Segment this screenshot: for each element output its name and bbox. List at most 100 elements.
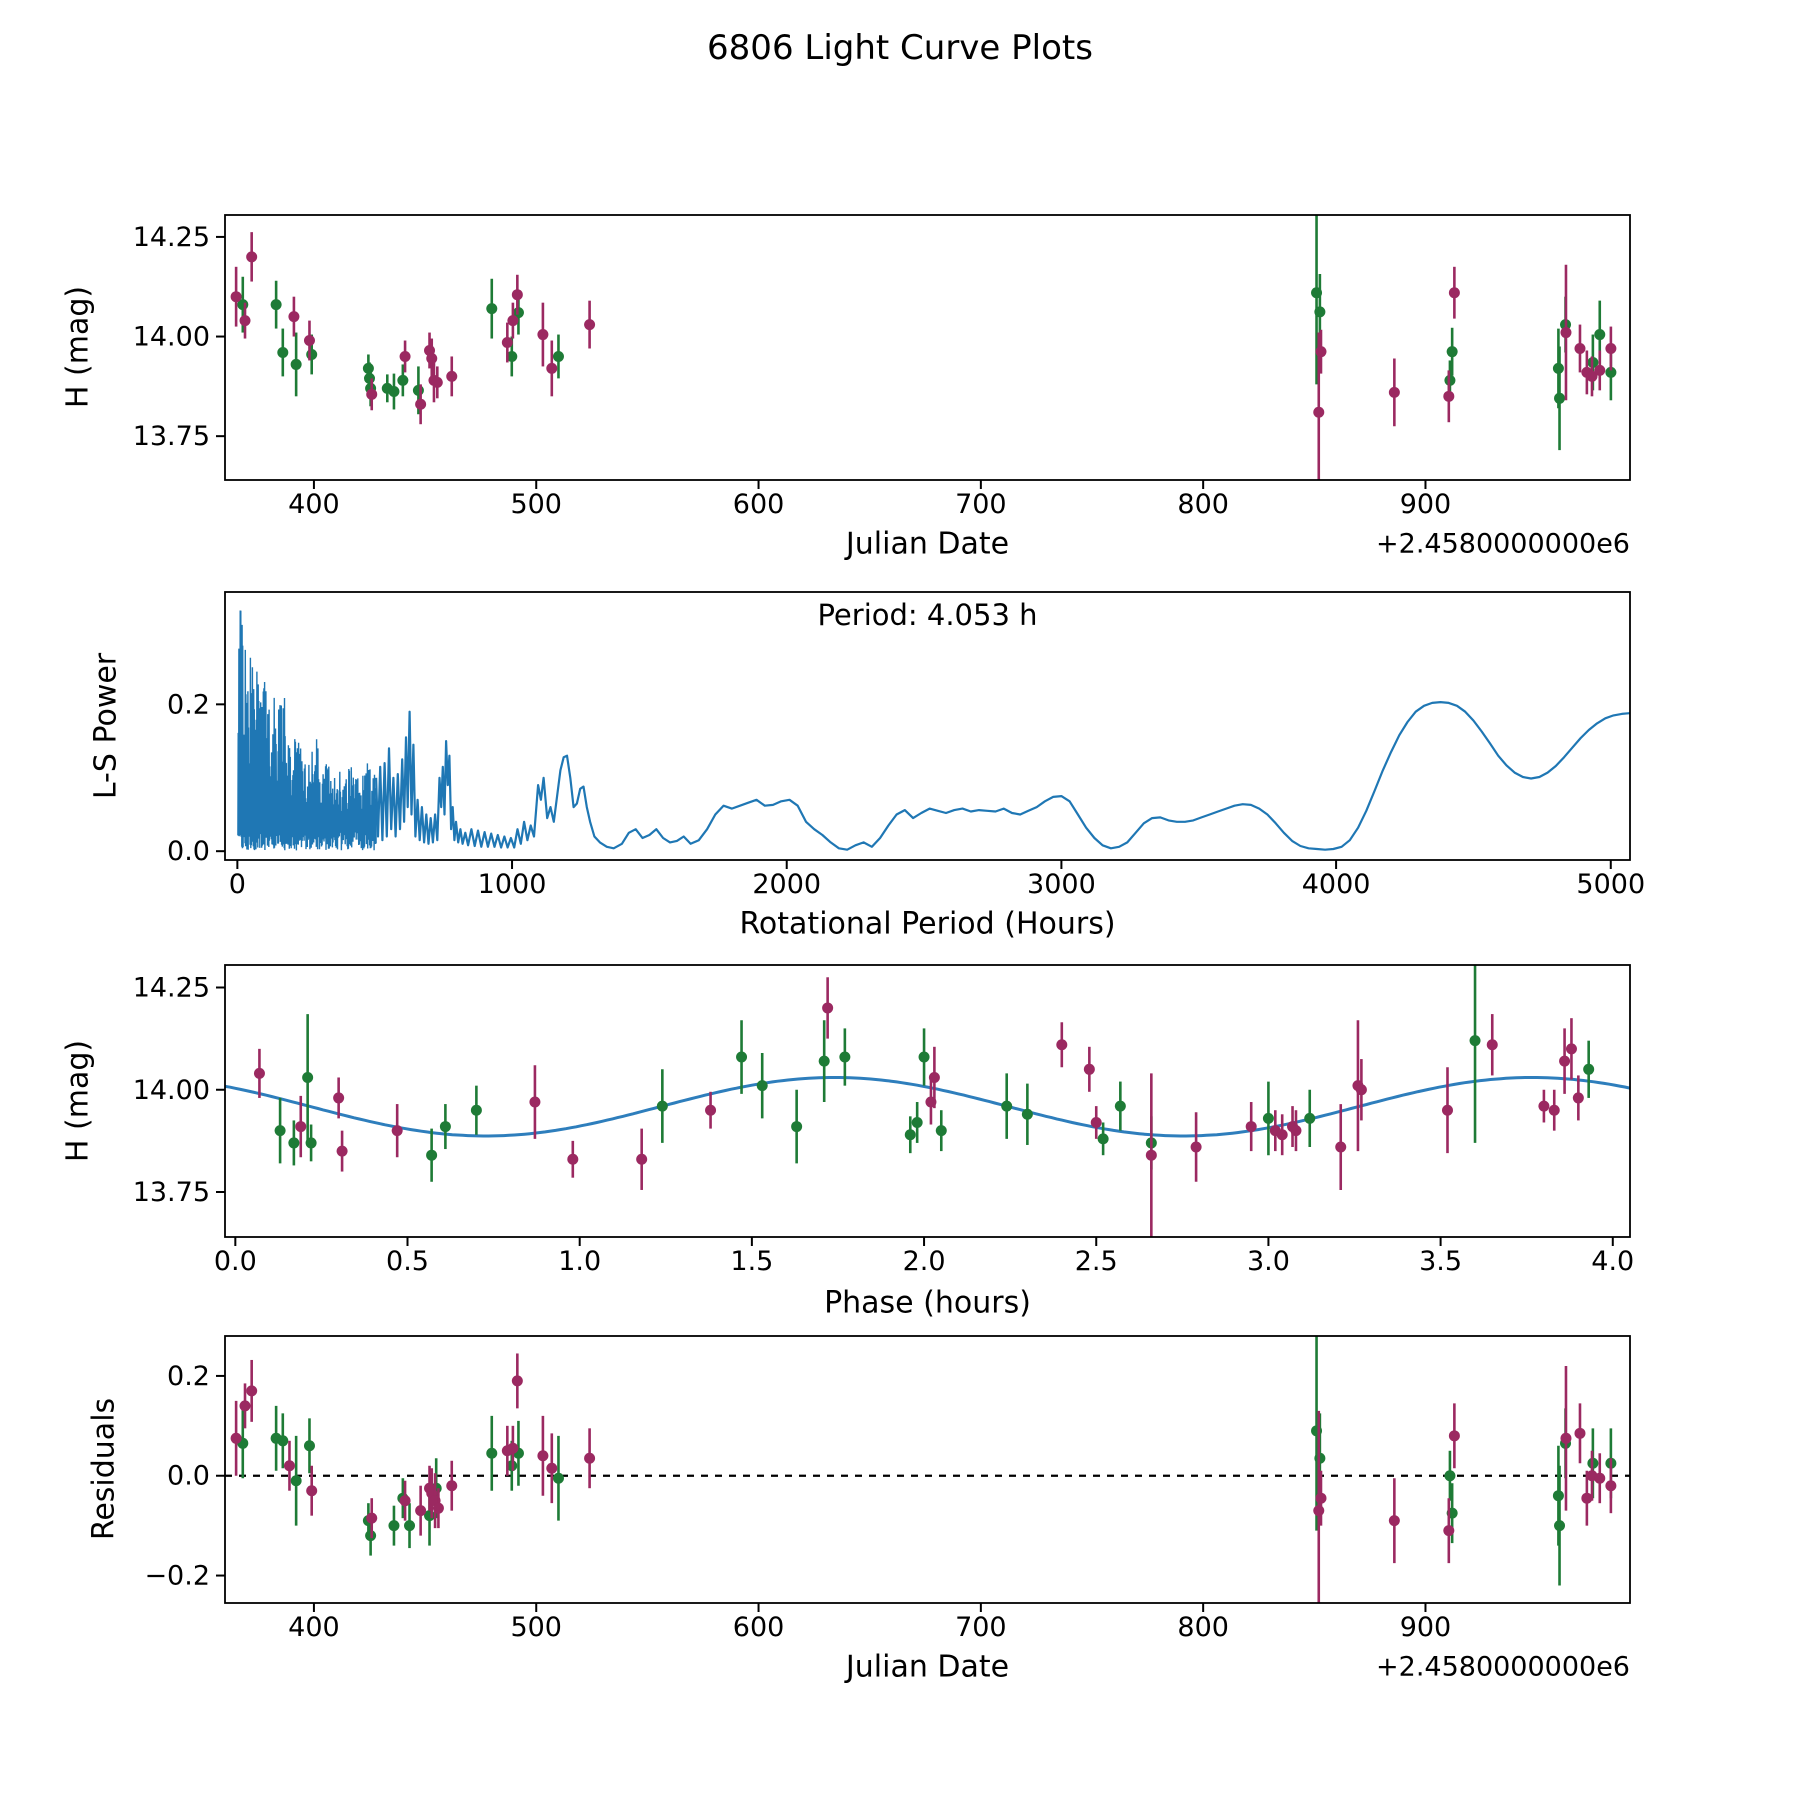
data-point [290,1475,302,1487]
periodogram-axes-frame [224,591,1631,861]
residuals-y-axis-label: Residuals [86,1397,122,1541]
x-tick-label: 5000 [1576,869,1645,900]
data-point [306,1485,318,1497]
data-point [366,388,378,400]
data-point [1444,1470,1456,1482]
y-tick-label: 0.0 [167,836,210,867]
x-tick-label: 4000 [1302,869,1371,900]
x-tick-label: 1.5 [730,1246,773,1277]
data-point [302,1071,314,1083]
data-point [1083,1063,1095,1075]
data-point [1313,1505,1325,1517]
data-point [1446,346,1458,358]
data-point [928,1071,940,1083]
x-tick-label: 500 [510,1612,562,1643]
data-point [1469,1035,1481,1047]
data-point [303,335,315,347]
data-point [303,1440,315,1452]
data-point [552,350,564,362]
periodogram-x-axis-label: Rotational Period (Hours) [739,906,1116,942]
periodogram-y-axis-label: L-S Power [88,652,124,800]
data-point [1443,390,1455,402]
residuals-axes-frame [224,1335,1631,1604]
data-point [1315,1492,1327,1504]
data-point [230,291,242,303]
data-point [415,398,427,410]
data-point [567,1153,579,1165]
data-point [1262,1112,1274,1124]
data-point [1245,1121,1257,1133]
data-point [431,376,443,388]
data-point [1114,1100,1126,1112]
data-point [1448,1430,1460,1442]
data-point [546,362,558,374]
data-point [1304,1112,1316,1124]
y-tick-label: 14.00 [133,322,210,353]
data-point [904,1129,916,1141]
data-point [1574,1427,1586,1439]
phase-magnitude-session-purple-series [253,977,1584,1237]
data-point [506,350,518,362]
data-point [446,370,458,382]
x-tick-label: 2000 [752,869,821,900]
data-point [1594,1472,1606,1484]
data-point [412,384,424,396]
data-point [537,329,549,341]
data-point [1276,1129,1288,1141]
x-tick-label: 1.0 [558,1246,601,1277]
data-point [366,1512,378,1524]
data-point [1388,1515,1400,1527]
y-tick-label: 14.25 [133,972,210,1003]
data-point [399,350,411,362]
y-tick-label: 0.2 [167,689,210,720]
data-point [1554,1520,1566,1532]
data-point [1554,392,1566,404]
x-tick-label: 0.0 [214,1246,257,1277]
data-point [791,1121,803,1133]
x-tick-label: 1000 [478,869,547,900]
residuals-x-axis-label: Julian Date [845,1649,1010,1685]
data-point [333,1092,345,1104]
phase-mag-y-axis-label: H (mag) [60,1039,96,1163]
data-point [636,1153,648,1165]
data-point [935,1125,947,1137]
phase-mag-x-axis-label: Phase (hours) [824,1285,1031,1321]
data-point [486,1447,498,1459]
data-point [230,1432,242,1444]
data-point [470,1104,482,1116]
data-point [537,1450,549,1462]
x-tick-label: 600 [733,1612,785,1643]
y-tick-label: 14.25 [133,222,210,253]
residuals-session-purple-series [230,1353,1617,1603]
periodogram-plot-area [237,610,1630,851]
data-point [432,1502,444,1514]
y-tick-label: 0.2 [167,1361,210,1392]
data-point [1574,342,1586,354]
data-point [305,1137,317,1149]
x-tick-label: 900 [1400,1612,1452,1643]
data-point [1559,1055,1571,1067]
data-point [388,1520,400,1532]
data-point [656,1100,668,1112]
y-tick-label: 13.75 [133,1177,210,1208]
data-point [391,1125,403,1137]
data-point [426,1149,438,1161]
data-point [1538,1100,1550,1112]
data-point [1145,1149,1157,1161]
jd-mag-x-offset-text: +2.4580000000e6 [1376,528,1630,560]
data-point [1594,364,1606,376]
x-tick-label: 3.0 [1247,1246,1290,1277]
data-point [546,1462,558,1474]
phase-magnitude-plot-area [225,965,1630,1237]
data-point [911,1116,923,1128]
data-point [253,1067,265,1079]
data-point [1586,370,1598,382]
y-tick-label: 14.00 [133,1075,210,1106]
data-point [1565,1043,1577,1055]
data-point [756,1080,768,1092]
residuals-plot-area [225,1336,1630,1603]
data-point [1548,1104,1560,1116]
data-point [1097,1133,1109,1145]
phase-magnitude-axes-frame [224,964,1631,1238]
jd-magnitude-session-green-series [237,215,1617,451]
